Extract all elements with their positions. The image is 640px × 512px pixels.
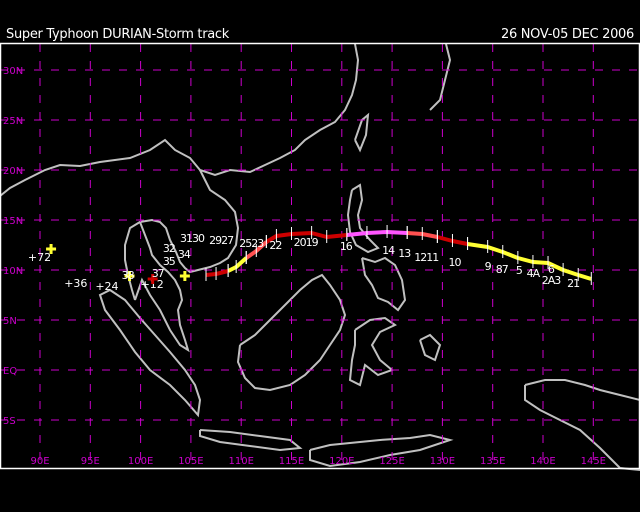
track-label: 87 (496, 263, 509, 276)
track-segment (227, 256, 248, 273)
lon-label: 130E (430, 456, 455, 467)
track-label: 2019 (294, 236, 319, 249)
track-label: 2A3 (542, 274, 562, 287)
lon-label: 95E (81, 456, 100, 467)
lon-label: 145E (581, 456, 606, 467)
track-segment (346, 230, 408, 237)
coastlines (0, 43, 640, 472)
chart-title: Super Typhoon DURIAN-Storm track (6, 27, 229, 42)
lat-label: 15N (3, 216, 23, 227)
track-label: 10 (448, 256, 461, 269)
lat-label: 25N (3, 116, 23, 127)
coastline-japan (429, 43, 452, 111)
track-segment (205, 269, 229, 277)
forecast-label: +12 (141, 278, 164, 291)
forecast-cross-icon (124, 271, 135, 281)
lat-label: 30N (3, 66, 23, 77)
lon-label: 100E (128, 456, 153, 467)
forecast-cross-icon (46, 244, 57, 254)
track-segment (265, 231, 348, 244)
lat-label: 20N (3, 166, 23, 177)
forecast-cross-icon (147, 274, 158, 284)
coastline-sulawesi (348, 316, 397, 387)
storm-track (205, 225, 592, 285)
track-label: 32 (163, 242, 175, 255)
track-label: 5 (516, 264, 523, 277)
track-label: 14 (382, 244, 395, 257)
coastline-borneo (236, 273, 347, 392)
track-label: 2523 (239, 237, 264, 250)
forecast-cross-icon (179, 271, 190, 281)
coastline-philippines-south (361, 256, 407, 312)
track-label: 9 (485, 260, 492, 273)
lat-lon-grid (0, 44, 640, 468)
track-label: 2927 (209, 234, 234, 247)
date-range: 26 NOV-05 DEC 2006 (500, 27, 634, 42)
track-label: 22 (269, 239, 281, 252)
track-label: 4A (527, 267, 541, 280)
track-label: 6 (548, 263, 555, 276)
coastline-malay-peninsula (134, 221, 190, 353)
lon-label: 110E (228, 456, 253, 467)
coastline-luzon (346, 183, 380, 254)
lon-label: 135E (480, 456, 505, 467)
forecast-label: +72 (28, 251, 51, 264)
lat-label: 5N (3, 316, 17, 327)
grid-labels: 90E 95E 100E 105E 110E 115E 120E 125E 130E 135E 14… (3, 66, 606, 467)
lat-label: 5S (3, 416, 16, 427)
track-label: 3130 (180, 232, 205, 245)
forecast-label: +24 (95, 280, 118, 293)
coastline-maluku (419, 333, 442, 362)
track-label: 16 (340, 240, 353, 253)
forecast-label: +36 (64, 277, 87, 290)
lon-label: 120E (329, 456, 354, 467)
coastline-java (199, 429, 303, 452)
lon-label: 115E (279, 456, 304, 467)
track-label: 21 (567, 277, 579, 290)
coastline-lesser-sunda (309, 433, 454, 468)
forecast-points: +12 +24 +36 +72 (28, 244, 190, 293)
track-label: 13 (398, 247, 411, 260)
track-label: 34 (178, 248, 191, 261)
lat-label: 10N (3, 266, 23, 277)
track-label: 35 (163, 255, 176, 268)
track-label: 1211 (414, 251, 438, 264)
lon-label: 105E (178, 456, 203, 467)
lon-label: 90E (30, 456, 49, 467)
lon-label: 125E (379, 456, 404, 467)
coastline-taiwan (354, 112, 370, 153)
lat-label: EQ (3, 366, 17, 377)
lon-label: 140E (530, 456, 555, 467)
coastline-sumatra (98, 289, 202, 418)
track-label: 37 (152, 267, 165, 280)
map-frame (0, 42, 640, 470)
coastline-indochina (124, 169, 240, 301)
coastline-new-guinea (524, 379, 640, 472)
track-label: 38 (122, 269, 135, 282)
